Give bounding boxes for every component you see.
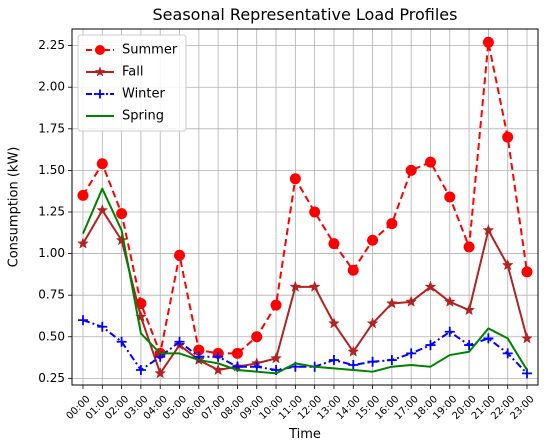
legend-item-winter: Winter bbox=[86, 87, 166, 102]
legend-item-spring: Spring bbox=[86, 109, 164, 124]
data-point bbox=[289, 280, 302, 292]
legend-label: Summer bbox=[122, 43, 178, 58]
data-point bbox=[94, 66, 106, 77]
data-point bbox=[251, 361, 262, 372]
data-point bbox=[213, 351, 224, 362]
data-point bbox=[97, 321, 108, 332]
data-point bbox=[116, 336, 127, 347]
y-tick-label: 0.25 bbox=[38, 371, 65, 385]
data-point bbox=[348, 360, 359, 371]
data-point bbox=[367, 234, 379, 246]
data-point bbox=[174, 336, 185, 347]
data-point bbox=[347, 345, 360, 357]
data-point bbox=[482, 224, 495, 236]
data-point bbox=[328, 317, 340, 329]
series-summer bbox=[77, 36, 533, 359]
data-point bbox=[464, 340, 475, 351]
data-point bbox=[135, 365, 146, 376]
data-point bbox=[308, 280, 321, 292]
data-point bbox=[231, 347, 243, 359]
y-tick-label: 2.00 bbox=[38, 80, 65, 94]
data-point bbox=[328, 238, 340, 250]
y-tick-label: 1.50 bbox=[38, 163, 65, 177]
y-tick-label: 2.25 bbox=[38, 38, 65, 52]
series-spring bbox=[82, 187, 528, 375]
y-tick-label: 0.50 bbox=[38, 329, 65, 343]
series-fall bbox=[77, 204, 533, 379]
data-point bbox=[385, 297, 398, 309]
data-point bbox=[95, 45, 105, 55]
data-point bbox=[463, 303, 476, 316]
y-tick-label: 0.75 bbox=[38, 288, 65, 302]
data-point bbox=[154, 367, 167, 379]
y-tick-label: 1.00 bbox=[38, 246, 65, 260]
data-point bbox=[115, 234, 128, 246]
data-point bbox=[95, 89, 105, 99]
data-point bbox=[77, 189, 89, 201]
data-point bbox=[212, 363, 225, 376]
data-point bbox=[116, 208, 128, 220]
data-point bbox=[328, 355, 339, 366]
data-point bbox=[483, 333, 494, 344]
data-point bbox=[270, 299, 282, 311]
legend-label: Spring bbox=[122, 109, 164, 124]
data-point bbox=[96, 204, 109, 216]
data-point bbox=[463, 241, 475, 253]
data-point bbox=[289, 173, 301, 185]
series-line bbox=[82, 187, 528, 375]
data-point bbox=[78, 315, 88, 326]
y-tick-label: 1.75 bbox=[38, 121, 65, 135]
data-point bbox=[406, 348, 417, 359]
data-point bbox=[424, 280, 437, 292]
data-point bbox=[521, 266, 533, 278]
data-point bbox=[96, 158, 108, 170]
data-point bbox=[501, 259, 514, 271]
data-point bbox=[386, 218, 398, 230]
data-point bbox=[444, 191, 456, 203]
legend-box bbox=[77, 34, 187, 132]
data-point bbox=[366, 317, 379, 329]
data-point bbox=[405, 295, 418, 307]
data-point bbox=[309, 206, 321, 218]
data-point bbox=[482, 36, 494, 48]
x-axis-label: Time bbox=[288, 427, 321, 442]
series-line bbox=[82, 209, 528, 375]
data-point bbox=[521, 332, 533, 344]
data-point bbox=[367, 356, 378, 367]
data-point bbox=[502, 131, 514, 143]
data-point bbox=[443, 295, 456, 307]
legend-item-summer: Summer bbox=[86, 43, 178, 58]
plot-frame bbox=[71, 28, 539, 386]
data-point bbox=[174, 249, 186, 261]
series-layer bbox=[77, 36, 533, 379]
data-point bbox=[386, 355, 397, 366]
data-point bbox=[444, 326, 455, 337]
legend-label: Fall bbox=[122, 65, 143, 80]
series-line bbox=[82, 319, 528, 375]
data-point bbox=[425, 340, 436, 351]
data-point bbox=[270, 352, 282, 364]
y-tick-label: 1.25 bbox=[38, 204, 65, 218]
legend-label: Winter bbox=[122, 87, 166, 102]
data-point bbox=[502, 348, 513, 359]
series-line bbox=[82, 41, 528, 355]
y-axis-label: Consumption (kW) bbox=[7, 147, 22, 268]
data-point bbox=[77, 237, 89, 249]
data-point bbox=[405, 164, 417, 176]
data-point bbox=[251, 331, 263, 343]
data-point bbox=[424, 156, 436, 168]
data-point bbox=[347, 264, 359, 276]
legend-item-fall: Fall bbox=[86, 65, 143, 80]
series-winter bbox=[78, 315, 532, 379]
legend: Summer Fall Winter Spring bbox=[77, 34, 187, 132]
chart-title: Seasonal Representative Load Profiles bbox=[153, 5, 458, 24]
